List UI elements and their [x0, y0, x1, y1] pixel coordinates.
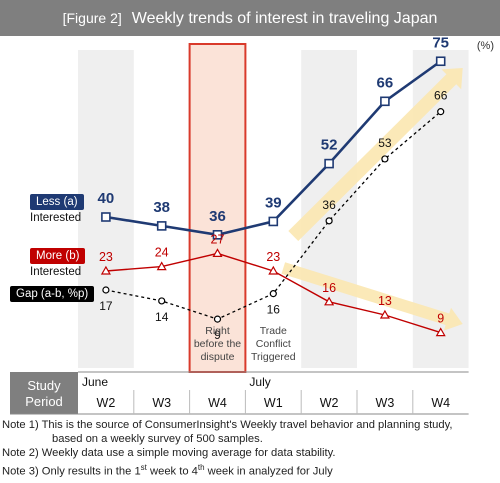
less-data-label: 66	[377, 74, 394, 91]
less-data-label: 36	[209, 208, 226, 225]
legend-more-interested-line2: Interested	[30, 266, 82, 278]
more-data-label: 16	[322, 281, 336, 295]
more-point	[268, 265, 279, 275]
legend-less-interested: Less (a)	[30, 194, 84, 210]
figure-title-text: Weekly trends of interest in traveling J…	[131, 10, 438, 27]
trend-arrow-down	[281, 262, 463, 331]
study-period-label: Period	[25, 394, 63, 409]
gap-point	[269, 290, 277, 298]
line-chart: 40 38 36 39 52 66 75 23 24 27 23 16 13 9 17 14 9 16 36 53 66…	[10, 34, 469, 415]
more-data-label: 23	[99, 250, 113, 264]
legend-gap: Gap (a-b, %p)	[10, 286, 95, 302]
study-period-label: Study	[27, 378, 61, 393]
less-point	[435, 56, 446, 67]
less-data-label: 38	[153, 199, 170, 216]
legend-less-interested-line2: Interested	[30, 212, 82, 224]
gap-data-label: 36	[322, 198, 336, 212]
more-point	[379, 309, 390, 319]
less-data-label: 39	[265, 194, 282, 211]
annotation-text: Right	[205, 325, 230, 337]
x-tick-label: W2	[320, 396, 339, 410]
x-tick-label: W2	[97, 396, 116, 410]
gap-point	[325, 217, 333, 225]
study-period-cell	[10, 372, 78, 414]
more-point	[324, 296, 335, 306]
more-data-label: 9	[437, 312, 444, 326]
x-tick-label: W4	[208, 396, 227, 410]
less-point	[324, 158, 334, 169]
legend-more-interested: More (b)	[30, 248, 86, 264]
more-data-label: 23	[266, 250, 280, 264]
gap-data-label: 16	[267, 303, 281, 317]
x-tick-label: W1	[264, 396, 283, 410]
less-point	[268, 216, 279, 227]
note-1-cont: based on a weekly survey of 500 samples.	[52, 433, 263, 446]
less-point	[380, 96, 390, 107]
gap-data-label: 53	[378, 136, 392, 150]
annotation-text: Trade	[260, 325, 287, 337]
less-data-label: 52	[321, 137, 338, 154]
more-point	[156, 261, 167, 271]
gap-data-label: 66	[434, 89, 448, 103]
gap-point	[437, 108, 445, 116]
annotation-text: dispute	[201, 351, 235, 363]
month-label: July	[249, 375, 270, 389]
gap-point	[102, 286, 110, 294]
more-point	[212, 248, 223, 257]
less-point	[101, 212, 111, 222]
x-tick-label: W4	[431, 396, 450, 410]
gap-data-label: 9	[214, 328, 221, 342]
more-data-label: 27	[211, 232, 225, 246]
less-point	[156, 221, 167, 231]
unit-label: (%)	[476, 40, 494, 52]
gap-data-label: 14	[155, 310, 169, 324]
gap-point	[158, 297, 166, 305]
less-point	[212, 230, 223, 240]
note-2: Note 2) Weekly data use a simple moving …	[2, 447, 336, 460]
column-shade	[78, 50, 134, 368]
x-tick-label: W3	[376, 396, 395, 410]
figure-title: [Figure 2] Weekly trends of interest in t…	[0, 0, 500, 36]
more-data-label: 13	[378, 294, 392, 308]
less-data-label: 40	[98, 190, 115, 207]
month-label: June	[82, 375, 108, 389]
more-data-label: 24	[155, 246, 169, 260]
more-point	[435, 327, 446, 337]
note-1: Note 1) This is the source of ConsumerIn…	[2, 419, 453, 431]
figure-label: [Figure 2]	[62, 10, 122, 26]
x-tick-label: W3	[152, 396, 171, 410]
less-data-label: 75	[432, 34, 449, 51]
trend-arrow-up	[288, 68, 463, 241]
title-bar	[0, 0, 500, 36]
gap-point	[213, 315, 222, 323]
annotation-text: Triggered	[251, 351, 296, 363]
gap-point	[381, 155, 389, 163]
gap-data-label: 17	[99, 299, 113, 313]
notes: Note 1) This is the source of ConsumerIn…	[2, 418, 498, 479]
annotation-text: Conflict	[256, 338, 291, 350]
annotation-text: before the	[194, 338, 241, 350]
note-3: Note 3) Only results in the 1st week to …	[2, 462, 333, 478]
more-point	[100, 265, 111, 275]
